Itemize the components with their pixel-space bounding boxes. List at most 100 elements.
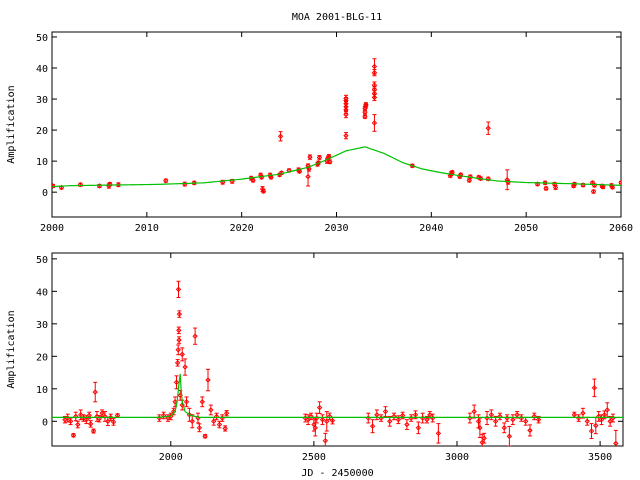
data-point <box>211 416 217 426</box>
point-marker <box>114 412 121 419</box>
point-marker <box>110 419 117 425</box>
data-point <box>160 411 167 420</box>
point-marker <box>173 379 180 386</box>
x-tick-label: 2040 <box>419 223 443 234</box>
data-point <box>575 414 582 422</box>
point-marker <box>600 184 606 190</box>
data-point <box>196 423 203 433</box>
y-tick-label: 0 <box>42 417 48 428</box>
point-marker <box>176 337 182 343</box>
data-point <box>595 411 602 422</box>
data-point <box>70 432 77 438</box>
data-point <box>92 381 98 403</box>
point-marker <box>90 428 97 434</box>
data-point <box>531 412 537 421</box>
data-point <box>527 424 533 437</box>
data-point <box>571 411 578 418</box>
data-point <box>371 114 378 132</box>
data-point <box>466 177 472 184</box>
point-marker <box>408 415 414 421</box>
point-marker <box>99 410 105 416</box>
data-point <box>168 412 174 421</box>
point-marker <box>182 364 188 370</box>
data-point <box>213 412 220 421</box>
data-point <box>484 411 490 426</box>
data-point <box>324 411 330 432</box>
point-marker <box>183 399 190 405</box>
data-point <box>467 412 473 424</box>
point-marker <box>70 432 77 438</box>
point-marker <box>429 415 436 421</box>
point-marker <box>575 415 582 421</box>
x-tick-label: 3000 <box>445 452 469 463</box>
point-marker <box>322 438 329 444</box>
point-marker <box>260 188 267 194</box>
data-point <box>580 407 586 419</box>
x-tick-label: 2060 <box>609 223 633 234</box>
data-point <box>73 411 79 422</box>
point-marker <box>83 416 90 423</box>
point-marker <box>319 416 326 423</box>
model-curve <box>52 146 621 188</box>
point-marker <box>174 360 181 366</box>
point-marker <box>176 327 182 334</box>
data-point <box>260 188 267 194</box>
point-marker <box>75 421 81 428</box>
data-point <box>75 420 81 429</box>
point-marker <box>196 425 203 431</box>
data-point <box>67 417 74 426</box>
point-marker <box>92 389 98 395</box>
point-marker <box>329 417 336 424</box>
point-marker <box>343 95 349 102</box>
point-marker <box>258 174 265 180</box>
point-marker <box>316 404 323 411</box>
point-marker <box>222 425 228 432</box>
point-marker <box>504 415 510 421</box>
data-point <box>216 420 223 429</box>
data-point <box>208 404 214 416</box>
data-point <box>90 428 97 434</box>
data-point <box>189 414 195 429</box>
data-point <box>176 336 182 344</box>
point-marker <box>305 173 311 180</box>
data-point <box>250 177 256 184</box>
y-axis-label: Amplification <box>6 85 17 163</box>
point-marker <box>312 425 319 431</box>
plot-area <box>52 280 623 446</box>
data-point <box>481 432 487 444</box>
point-marker <box>307 154 313 160</box>
data-point <box>176 326 182 335</box>
point-marker <box>365 415 371 421</box>
bottom-panel-full-lightcurve: 2000 2500 3000 3500 0 10 20 30 40 50 Amplification… <box>6 252 624 479</box>
data-point <box>497 412 503 421</box>
point-marker <box>314 415 320 421</box>
x-tick-label: 2030 <box>324 223 348 234</box>
point-marker <box>584 418 590 425</box>
point-marker <box>590 188 597 195</box>
point-marker <box>610 415 616 421</box>
point-marker <box>219 415 226 421</box>
y-tick-label: 30 <box>36 320 48 331</box>
data-point <box>382 406 389 417</box>
point-marker <box>327 159 333 165</box>
x-tick-label: 2010 <box>135 223 159 234</box>
point-marker <box>593 422 599 429</box>
data-point <box>222 425 228 432</box>
data-point <box>329 416 336 425</box>
data-point <box>387 415 393 427</box>
data-point <box>96 183 103 189</box>
data-point <box>87 420 94 428</box>
data-point <box>610 413 616 423</box>
y-tick-label: 20 <box>36 352 48 363</box>
x-axis-label: JD - 2450000 <box>301 468 373 479</box>
point-marker <box>484 415 490 421</box>
data-point <box>552 184 559 191</box>
data-point <box>504 169 510 191</box>
x-tick-label: 2020 <box>230 223 254 234</box>
data-point <box>613 429 619 446</box>
point-marker <box>175 347 181 353</box>
data-point <box>176 310 183 318</box>
point-marker <box>189 418 195 425</box>
data-point <box>173 375 180 390</box>
point-marker <box>87 421 94 427</box>
